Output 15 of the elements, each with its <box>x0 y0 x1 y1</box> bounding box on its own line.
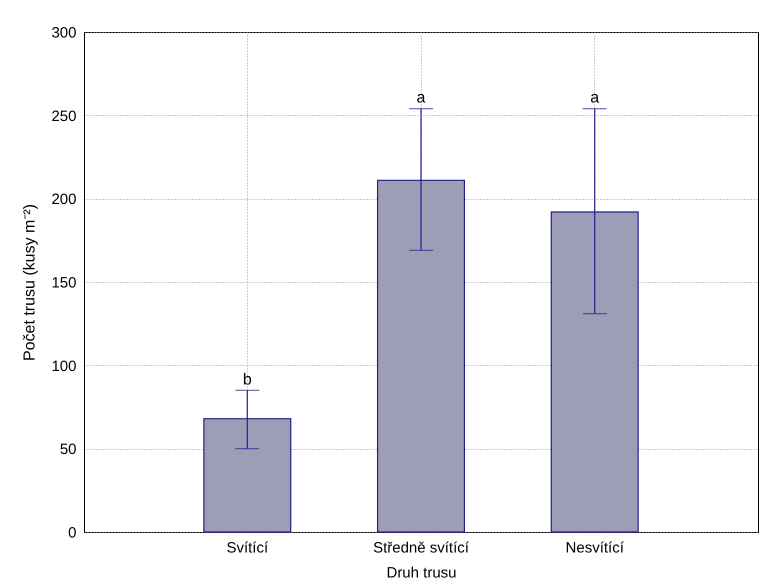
x-tick-label: Svítící <box>226 540 269 556</box>
x-axis-title: Druh trusu <box>386 564 457 582</box>
x-tick-label: Nesvítící <box>566 540 625 556</box>
y-tick-label: 200 <box>51 191 76 208</box>
annotation: b <box>242 371 252 388</box>
y-tick-label: 250 <box>51 108 76 125</box>
y-tick-label: 0 <box>68 524 76 542</box>
x-tick-label: Středně svítící <box>373 540 470 556</box>
y-axis-title: Počet trusu (kusy m⁻²) <box>21 204 38 362</box>
annotation: a <box>416 90 426 107</box>
y-tick-label: 150 <box>51 274 76 292</box>
annotation: a <box>590 90 600 107</box>
y-tick-label: 300 <box>51 24 76 42</box>
y-tick-label: 100 <box>51 358 76 375</box>
y-tick-label: 50 <box>60 441 76 458</box>
